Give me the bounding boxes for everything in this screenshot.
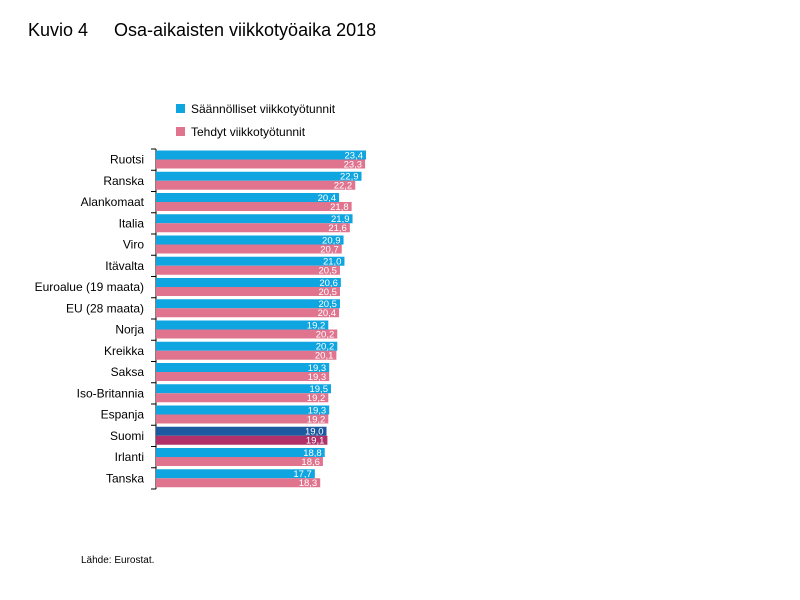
bar-tehdyt — [156, 350, 337, 360]
bar-tehdyt — [156, 435, 328, 445]
bar-saannolliset — [156, 426, 327, 436]
category-label: Kreikka — [104, 344, 144, 358]
bar-tehdyt — [156, 478, 321, 488]
legend-label-1: Säännölliset viikkotyötunnit — [191, 101, 336, 116]
category-label: Norja — [115, 323, 144, 337]
data-label: 19,2 — [307, 414, 326, 425]
chart-title: Kuvio 4 Osa-aikaisten viikkotyöaika 2018 — [28, 20, 376, 41]
bar-tehdyt — [156, 244, 342, 254]
data-label: 18,6 — [301, 457, 320, 468]
data-label: 21,8 — [330, 202, 349, 213]
category-label: Alankomaat — [81, 195, 145, 209]
data-label: 19,2 — [307, 393, 326, 404]
bar-saannolliset — [156, 256, 345, 266]
data-label: 17,7 — [293, 469, 312, 480]
category-label: Itävalta — [105, 259, 144, 273]
data-label: 20,2 — [316, 342, 335, 353]
bar-saannolliset — [156, 171, 362, 181]
bar-tehdyt — [156, 329, 338, 339]
data-label: 20,5 — [318, 287, 337, 298]
data-label: 20,4 — [318, 308, 337, 319]
category-label: Espanja — [101, 408, 145, 422]
legend-swatch-2 — [176, 127, 185, 137]
bar-tehdyt — [156, 159, 366, 169]
category-label: EU (28 maata) — [66, 301, 144, 315]
bar-tehdyt — [156, 180, 356, 190]
data-label: 21,0 — [323, 257, 342, 268]
bar-saannolliset — [156, 193, 340, 202]
data-label: 20,4 — [318, 193, 337, 204]
bar-saannolliset — [156, 150, 366, 160]
data-label: 19,3 — [308, 363, 327, 374]
bar-saannolliset — [156, 278, 341, 287]
bar-tehdyt — [156, 308, 340, 318]
legend-item-1: Säännölliset viikkotyötunnit — [176, 100, 335, 118]
category-label: Iso-Britannia — [77, 386, 145, 400]
bar-tehdyt — [156, 393, 329, 403]
bar-saannolliset — [156, 320, 329, 330]
data-label: 22,9 — [340, 172, 359, 183]
category-label: Suomi — [110, 429, 144, 443]
category-label: Euroalue (19 maata) — [35, 280, 144, 294]
bar-tehdyt — [156, 372, 330, 381]
data-label: 19,1 — [306, 436, 325, 447]
data-label: 20,1 — [315, 351, 334, 362]
data-label: 21,6 — [328, 223, 347, 234]
bar-saannolliset — [156, 214, 353, 224]
category-label: Irlanti — [115, 450, 144, 464]
data-label: 19,0 — [305, 427, 324, 438]
data-label: 20,5 — [318, 299, 337, 310]
data-label: 20,5 — [318, 266, 337, 277]
bar-tehdyt — [156, 414, 329, 424]
data-label: 19,5 — [309, 384, 328, 395]
legend-item-2: Tehdyt viikkotyötunnit — [176, 123, 305, 141]
figure-number: Kuvio 4 — [28, 20, 89, 40]
bar-saannolliset — [156, 384, 331, 394]
figure-title: Osa-aikaisten viikkotyöaika 2018 — [114, 20, 377, 40]
bar-saannolliset — [156, 363, 330, 372]
category-label: Viro — [123, 238, 144, 252]
data-label: 21,9 — [331, 214, 350, 225]
data-label: 19,2 — [307, 320, 326, 331]
data-label: 22,2 — [334, 181, 353, 192]
data-label: 23,4 — [344, 150, 363, 161]
legend-label-2: Tehdyt viikkotyötunnit — [191, 124, 306, 139]
legend-swatch-1 — [176, 104, 185, 114]
bar-tehdyt — [156, 287, 340, 296]
bar-saannolliset — [156, 299, 340, 309]
bar-saannolliset — [156, 405, 330, 415]
data-label: 23,3 — [344, 159, 363, 170]
data-label: 20,6 — [319, 278, 338, 289]
bar-saannolliset — [156, 448, 325, 457]
data-label: 19,3 — [308, 405, 327, 416]
category-label: Saksa — [111, 365, 145, 379]
bar-tehdyt — [156, 265, 340, 275]
source-note: Lähde: Eurostat. — [81, 555, 155, 566]
data-label: 20,9 — [322, 235, 341, 246]
bar-tehdyt — [156, 223, 350, 233]
bar-tehdyt — [156, 202, 352, 211]
bar-saannolliset — [156, 341, 338, 351]
category-label: Tanska — [106, 471, 144, 485]
data-label: 19,3 — [308, 372, 327, 383]
bar-tehdyt — [156, 457, 323, 466]
category-label: Ruotsi — [110, 153, 144, 167]
category-label: Ranska — [103, 174, 144, 188]
category-label: Italia — [119, 216, 145, 230]
data-label: 18,8 — [303, 448, 322, 459]
data-label: 20,2 — [316, 329, 335, 340]
bar-saannolliset — [156, 235, 344, 245]
bar-saannolliset — [156, 469, 315, 479]
data-label: 20,7 — [320, 244, 339, 255]
data-label: 18,3 — [299, 478, 318, 489]
